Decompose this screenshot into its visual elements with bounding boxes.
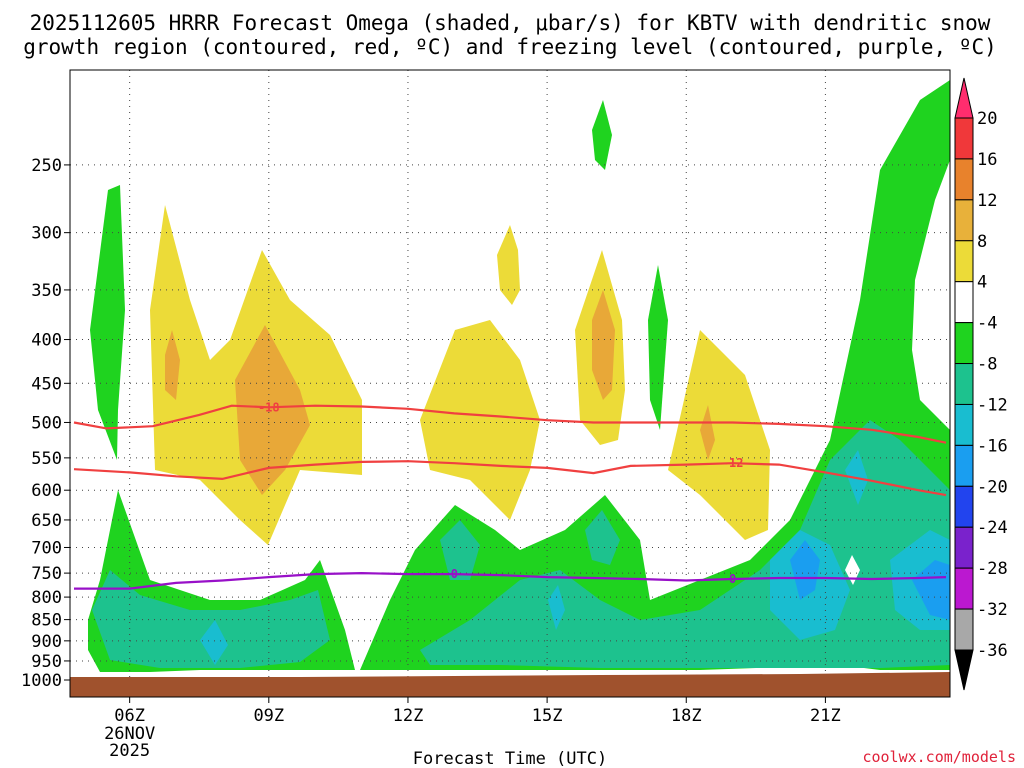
colorbar-swatch xyxy=(954,526,974,569)
colorbar-label: -32 xyxy=(977,600,1008,620)
colorbar-swatch xyxy=(954,199,974,242)
colorbar-label: -12 xyxy=(977,395,1008,415)
x-tick-sublabel: 2025 xyxy=(109,741,150,761)
chart-title-line-2: growth region (contoured, red, ºC) and f… xyxy=(23,35,997,59)
omega-blue-core xyxy=(912,560,950,620)
omega-yellow-region xyxy=(668,330,770,540)
omega-green-region xyxy=(592,100,612,170)
omega-orange-region xyxy=(592,290,615,400)
y-tick-label: 450 xyxy=(31,374,62,394)
omega-yellow-region xyxy=(497,225,520,305)
omega-yellow-region xyxy=(420,320,540,520)
omega-cyan-core xyxy=(200,620,228,665)
x-tick-sublabel: 26NOV xyxy=(104,724,155,744)
y-tick-label: 350 xyxy=(31,281,62,301)
y-tick-label: 400 xyxy=(31,331,62,351)
colorbar-swatch xyxy=(954,117,974,160)
contour-line xyxy=(74,571,947,590)
colorbar-swatch xyxy=(954,363,974,405)
y-tick-label: 1000 xyxy=(21,671,62,691)
y-tick-label: 850 xyxy=(31,611,62,631)
y-tick-label: 750 xyxy=(31,564,62,584)
grid-lines xyxy=(70,70,950,697)
y-tick-label: 900 xyxy=(31,632,62,652)
omega-shading xyxy=(88,80,950,672)
colorbar-label: 12 xyxy=(977,191,997,211)
colorbar-label: 20 xyxy=(977,109,997,129)
colorbar-swatch xyxy=(954,158,974,201)
contour-label: 0 xyxy=(451,567,458,581)
colorbar-label: -4 xyxy=(977,314,997,334)
omega-orange-region xyxy=(700,405,715,460)
x-axis-label: Forecast Time (UTC) xyxy=(413,749,607,768)
colorbar-label: -28 xyxy=(977,559,1008,579)
x-tick-label: 09Z xyxy=(253,706,284,726)
y-tick-label: 800 xyxy=(31,588,62,608)
contour-labels: -18 -12 0 0 xyxy=(258,400,744,586)
y-axis: 2503003504004505005506006507007508008509… xyxy=(21,156,70,691)
colorbar-bottom-arrow xyxy=(954,649,974,691)
omega-teal-region xyxy=(440,520,480,580)
omega-orange-region xyxy=(235,325,310,495)
omega-orange-region xyxy=(165,330,180,400)
colorbar-swatch xyxy=(954,281,974,324)
x-tick-label: 21Z xyxy=(810,706,841,726)
colorbar-label: 16 xyxy=(977,150,997,170)
credit-text: coolwx.com/models xyxy=(862,748,1016,766)
colorbar-swatch xyxy=(954,322,974,365)
colorbar-swatch xyxy=(954,567,974,610)
omega-cyan-core xyxy=(548,585,565,630)
contour-label: -18 xyxy=(258,400,280,414)
colorbar-label: -20 xyxy=(977,477,1008,497)
omega-white-hole xyxy=(845,555,860,585)
x-tick-label: 06Z xyxy=(114,706,145,726)
colorbar-swatch xyxy=(954,608,974,651)
omega-teal-region xyxy=(92,570,330,668)
colorbar-label: -8 xyxy=(977,355,997,375)
omega-green-region xyxy=(90,185,125,460)
omega-green-region xyxy=(648,265,668,430)
colorbar-label: 4 xyxy=(977,273,987,293)
terrain-ground xyxy=(70,672,950,697)
y-tick-label: 650 xyxy=(31,511,62,531)
contour-lines xyxy=(73,404,947,590)
colorbar: 20 16 12 8 4 -4 -8 -12 -16 -20 -24 -28 -32 -36 xyxy=(954,77,1008,691)
contour-line xyxy=(73,460,947,497)
y-tick-label: 550 xyxy=(31,449,62,469)
y-tick-label: 950 xyxy=(31,652,62,672)
x-tick-label: 12Z xyxy=(393,706,424,726)
contour-line xyxy=(73,404,947,444)
chart-title-line-1: 2025112605 HRRR Forecast Omega (shaded, … xyxy=(30,11,991,35)
omega-teal-region xyxy=(585,510,620,565)
x-tick-label: 15Z xyxy=(532,706,563,726)
colorbar-swatch xyxy=(954,240,974,283)
colorbar-label: -36 xyxy=(977,641,1008,661)
y-tick-label: 300 xyxy=(31,224,62,244)
colorbar-swatch xyxy=(954,485,974,528)
omega-white-hole xyxy=(912,160,950,430)
colorbar-label: -16 xyxy=(977,436,1008,456)
y-tick-label: 600 xyxy=(31,481,62,501)
colorbar-top-arrow xyxy=(954,77,974,119)
colorbar-swatch xyxy=(954,403,974,446)
contour-label: -12 xyxy=(722,456,744,470)
contour-label: 0 xyxy=(729,572,736,586)
omega-blue-core xyxy=(790,540,820,600)
omega-green-region xyxy=(360,80,950,670)
colorbar-swatch xyxy=(954,444,974,487)
y-tick-label: 500 xyxy=(31,413,62,433)
colorbar-label: 8 xyxy=(977,232,987,252)
colorbar-label: -24 xyxy=(977,518,1008,538)
y-tick-label: 700 xyxy=(31,538,62,558)
x-tick-label: 18Z xyxy=(671,706,702,726)
y-tick-label: 250 xyxy=(31,156,62,176)
